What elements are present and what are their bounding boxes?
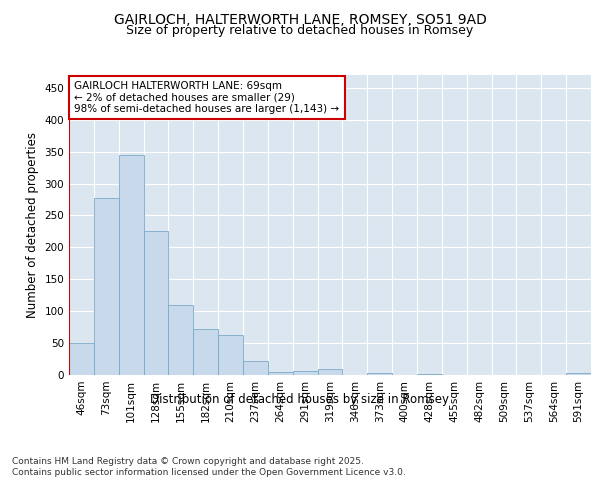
Bar	[218, 335, 243, 375]
Text: Contains HM Land Registry data © Crown copyright and database right 2025.
Contai: Contains HM Land Registry data © Crown c…	[12, 458, 406, 477]
Bar	[268, 372, 293, 375]
Text: Distribution of detached houses by size in Romsey: Distribution of detached houses by size …	[151, 392, 449, 406]
Bar	[566, 373, 591, 375]
Text: GAIRLOCH HALTERWORTH LANE: 69sqm
← 2% of detached houses are smaller (29)
98% of: GAIRLOCH HALTERWORTH LANE: 69sqm ← 2% of…	[74, 81, 340, 114]
Text: Size of property relative to detached houses in Romsey: Size of property relative to detached ho…	[127, 24, 473, 37]
Bar	[169, 305, 193, 375]
Y-axis label: Number of detached properties: Number of detached properties	[26, 132, 39, 318]
Bar	[243, 361, 268, 375]
Bar	[293, 370, 317, 375]
Bar	[317, 370, 343, 375]
Text: GAIRLOCH, HALTERWORTH LANE, ROMSEY, SO51 9AD: GAIRLOCH, HALTERWORTH LANE, ROMSEY, SO51…	[113, 12, 487, 26]
Bar	[143, 230, 169, 375]
Bar	[417, 374, 442, 375]
Bar	[119, 155, 143, 375]
Bar	[193, 329, 218, 375]
Bar	[69, 343, 94, 375]
Bar	[94, 198, 119, 375]
Bar	[367, 373, 392, 375]
